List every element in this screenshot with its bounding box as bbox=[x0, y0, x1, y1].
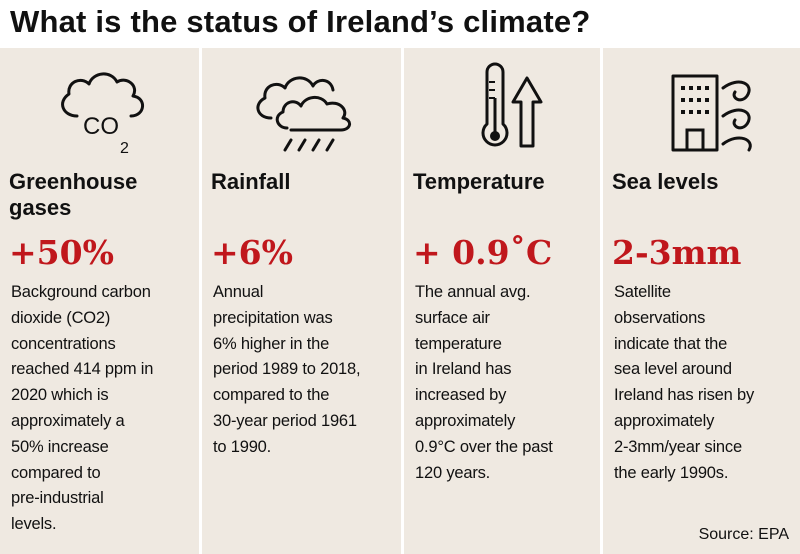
panel-temperature: Temperature + 0.9˚C The annual avg. surf… bbox=[404, 48, 600, 554]
co2-cloud-icon: CO 2 bbox=[0, 58, 199, 163]
panel-rainfall: Rainfall +6% Annual precipitation was 6%… bbox=[202, 48, 401, 554]
desc-line: levels. bbox=[11, 515, 57, 534]
page-title: What is the status of Ireland’s climate? bbox=[10, 4, 591, 39]
desc-line: Background carbon bbox=[11, 283, 151, 301]
panel-heading: Greenhouse gases bbox=[9, 169, 138, 220]
desc-line: compared to the bbox=[213, 386, 330, 405]
desc-line: pre-industrial bbox=[11, 489, 104, 508]
desc-line: temperature bbox=[415, 334, 502, 353]
panel-stat: 2-3mm bbox=[612, 233, 742, 272]
desc-line: compared to bbox=[11, 463, 101, 482]
panel-description: Satellite observations indicate that the… bbox=[614, 280, 797, 486]
panel-heading: Rainfall bbox=[211, 169, 291, 194]
panel-stat: +6% bbox=[211, 233, 293, 272]
desc-line: dioxide (CO2) bbox=[11, 308, 111, 327]
desc-line: The annual avg. bbox=[415, 283, 531, 301]
desc-line: approximately bbox=[415, 411, 516, 430]
panel-heading: Sea levels bbox=[612, 169, 719, 194]
co2-subscript: 2 bbox=[120, 140, 129, 157]
panel-greenhouse-gases: CO 2 Greenhouse gases +50% Background ca… bbox=[0, 48, 199, 554]
panel-description: Annual precipitation was 6% higher in th… bbox=[213, 280, 396, 461]
rain-cloud-icon bbox=[202, 58, 401, 163]
desc-line: period 1989 to 2018, bbox=[213, 360, 361, 379]
desc-line: Satellite bbox=[614, 283, 671, 301]
panel-heading: Temperature bbox=[413, 169, 545, 194]
climate-panels: CO 2 Greenhouse gases +50% Background ca… bbox=[0, 48, 800, 554]
desc-line: Annual bbox=[213, 283, 264, 301]
desc-line: indicate that the bbox=[614, 334, 728, 353]
desc-line: sea level around bbox=[614, 360, 732, 379]
desc-line: 50% increase bbox=[11, 437, 109, 456]
desc-line: increased by bbox=[415, 386, 507, 405]
panel-description: Background carbon dioxide (CO2) concentr… bbox=[11, 280, 194, 538]
desc-line: 6% higher in the bbox=[213, 334, 330, 353]
desc-line: 2020 which is bbox=[11, 386, 109, 405]
desc-line: approximately a bbox=[11, 411, 125, 430]
co2-label: CO bbox=[83, 113, 119, 140]
desc-line: surface air bbox=[415, 308, 490, 327]
thermometer-up-icon bbox=[404, 58, 600, 163]
desc-line: reached 414 ppm in bbox=[11, 360, 154, 379]
desc-line: 0.9°C over the past bbox=[415, 437, 553, 456]
desc-line: in Ireland has bbox=[415, 360, 512, 379]
desc-line: 2-3mm/year since bbox=[614, 437, 742, 456]
desc-line: 30-year period 1961 bbox=[213, 411, 357, 430]
source-credit: Source: EPA bbox=[698, 526, 789, 543]
desc-line: the early 1990s. bbox=[614, 463, 729, 482]
desc-line: to 1990. bbox=[213, 437, 272, 456]
desc-line: observations bbox=[614, 308, 706, 327]
panel-stat: +50% bbox=[9, 233, 114, 272]
desc-line: precipitation was bbox=[213, 308, 333, 327]
desc-line: 120 years. bbox=[415, 463, 491, 482]
panel-sea-levels: Sea levels 2-3mm Satellite observations … bbox=[603, 48, 800, 554]
desc-line: Ireland has risen by bbox=[614, 386, 754, 405]
desc-line: concentrations bbox=[11, 334, 116, 353]
panel-description: The annual avg. surface air temperature … bbox=[415, 280, 598, 486]
desc-line: approximately bbox=[614, 411, 715, 430]
panel-stat: + 0.9˚C bbox=[413, 233, 553, 272]
building-waves-icon bbox=[603, 58, 800, 163]
